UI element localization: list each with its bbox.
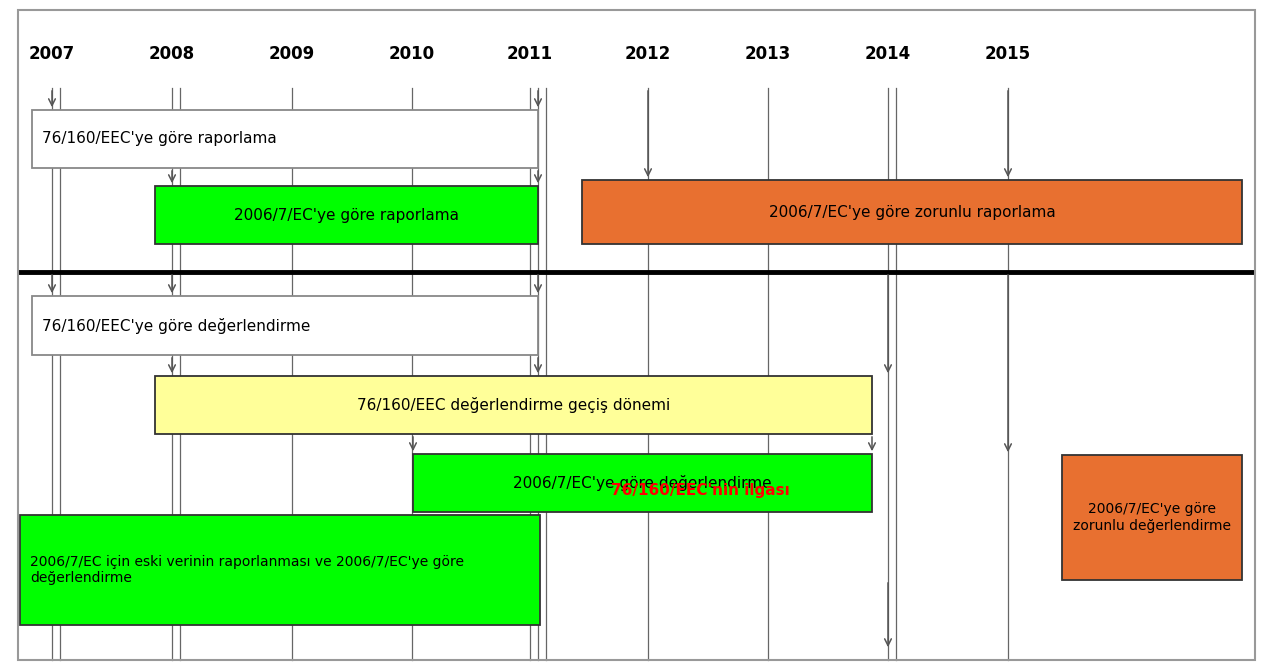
- Text: 2008: 2008: [149, 45, 195, 63]
- Text: 2012: 2012: [625, 45, 672, 63]
- Text: 76/160/EEC'nin ilgası: 76/160/EEC'nin ilgası: [611, 482, 790, 497]
- Bar: [32, 110, 538, 168]
- Text: 2014: 2014: [865, 45, 911, 63]
- Bar: [155, 186, 538, 244]
- Text: 76/160/EEC'ye göre değerlendirme: 76/160/EEC'ye göre değerlendirme: [42, 317, 310, 333]
- Text: 2011: 2011: [508, 45, 553, 63]
- Bar: [583, 180, 1241, 244]
- Bar: [413, 454, 873, 512]
- Text: 2007: 2007: [29, 45, 75, 63]
- Text: 76/160/EEC'ye göre raporlama: 76/160/EEC'ye göre raporlama: [42, 132, 277, 146]
- Bar: [20, 515, 541, 625]
- Text: 2013: 2013: [745, 45, 791, 63]
- Text: 2006/7/EC'ye göre değerlendirme: 2006/7/EC'ye göre değerlendirme: [513, 475, 772, 491]
- Text: 2010: 2010: [389, 45, 435, 63]
- Text: 2015: 2015: [985, 45, 1032, 63]
- Bar: [32, 296, 538, 355]
- Text: 2006/7/EC'ye göre raporlama: 2006/7/EC'ye göre raporlama: [234, 207, 459, 223]
- Text: 2006/7/EC'ye göre
zorunlu değerlendirme: 2006/7/EC'ye göre zorunlu değerlendirme: [1074, 503, 1231, 533]
- Text: 2006/7/EC'ye göre zorunlu raporlama: 2006/7/EC'ye göre zorunlu raporlama: [768, 205, 1056, 219]
- Bar: [155, 376, 873, 434]
- Text: 2009: 2009: [268, 45, 315, 63]
- Text: 76/160/EEC değerlendirme geçiş dönemi: 76/160/EEC değerlendirme geçiş dönemi: [357, 397, 670, 413]
- Bar: [1062, 455, 1241, 580]
- Text: 2006/7/EC için eski verinin raporlanması ve 2006/7/EC'ye göre
değerlendirme: 2006/7/EC için eski verinin raporlanması…: [31, 555, 464, 585]
